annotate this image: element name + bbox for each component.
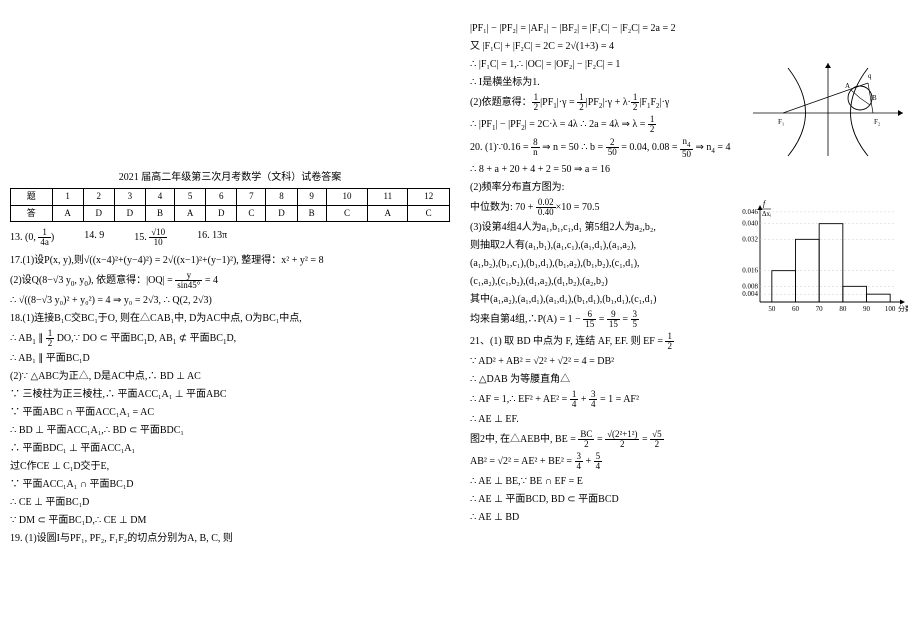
sol-line: 过C作CE ⊥ C₁D交于E,	[10, 459, 450, 474]
sol-line: ∵ AD² + AB² = √2² + √2² = 4 = DB²	[470, 354, 910, 369]
svg-text:50: 50	[768, 305, 776, 313]
svg-text:90: 90	[863, 305, 871, 313]
sol-line: ∴ AF = 1,∴ EF² + AE² = 14 + 34 = 1 = AF²	[470, 390, 910, 409]
ellipse-diagram: F₁ F₂ A B q	[748, 58, 908, 158]
fill-answers: 13. (0, 14a) 14. 9 15. √1010 16. 13π	[10, 228, 450, 247]
sol-line: |PF₁| − |PF₂| = |AF₁| − |BF₂| = |F₁C| − …	[470, 21, 910, 36]
histogram-chart: 0.0040.008 0.016 0.032 0.040 0.046 50 60 70 80 90…	[728, 196, 908, 316]
sol-line: ∵ 平面ABC ∩ 平面ACC₁A₁ = AC	[10, 405, 450, 420]
sol-line: ∴ √((8−√3 y₀)² + y₀²) = 4 ⇒ y₀ = 2√3, ∴ …	[10, 293, 450, 308]
sol-line: (2)设Q(8−√3 y0, y0), 依题意得：|OQ| = ysin45° …	[10, 271, 450, 290]
table-row: 题 1 2 3 4 5 6 7 8 9 10 11 12	[11, 189, 450, 206]
sol-line: ∴ △DAB 为等腰直角△	[470, 372, 910, 387]
sol-line: ∴ BD ⊥ 平面ACC₁A₁,∴ BD ⊂ 平面BDC₁	[10, 423, 450, 438]
svg-text:0.008: 0.008	[742, 282, 758, 290]
sol-line: ∴ AE ⊥ EF.	[470, 412, 910, 427]
header-a: 答	[11, 205, 53, 222]
solutions-left: 17.(1)设P(x, y),则√((x−4)²+(y−4)²) = 2√((x…	[10, 253, 450, 546]
label-f2: F₂	[874, 118, 881, 126]
sol-line: ∴ CE ⊥ 平面BC₁D	[10, 495, 450, 510]
q14: 14. 9	[84, 228, 104, 247]
answer-table: 题 1 2 3 4 5 6 7 8 9 10 11 12 答 A D D B A…	[10, 188, 450, 222]
sol-line: ∴ AB1 ∥ 12 DO,∵ DO ⊂ 平面BC1D, AB1 ⊄ 平面BC1…	[10, 329, 450, 348]
sol-line: ∵ 三棱柱为正三棱柱,∴ 平面ACC₁A₁ ⊥ 平面ABC	[10, 387, 450, 402]
svg-text:70: 70	[816, 305, 824, 313]
svg-text:分数: 分数	[898, 304, 908, 313]
left-page: 2021 届高二年级第三次月考数学（文科）试卷答案 题 1 2 3 4 5 6 …	[0, 0, 460, 637]
svg-text:Δxᵢ: Δxᵢ	[762, 210, 772, 218]
svg-text:0.016: 0.016	[742, 267, 758, 275]
sol-line: (2)∵ △ABC为正△, D是AC中点,∴ BD ⊥ AC	[10, 369, 450, 384]
sol-line: 又 |F₁C| + |F₂C| = 2C = 2√(1+3) = 4	[470, 39, 910, 54]
sol-line: 19. (1)设圆I与PF₁, PF₂, F₁F₂的切点分别为A, B, C, …	[10, 531, 450, 546]
page-title: 2021 届高二年级第三次月考数学（文科）试卷答案	[10, 170, 450, 185]
sol-line: 17.(1)设P(x, y),则√((x−4)²+(y−4)²) = 2√((x…	[10, 253, 450, 268]
sol-line: 18.(1)连接B₁C交BC₁于O, 则在△CAB₁中, D为AC中点, O为B…	[10, 311, 450, 326]
label-q: q	[868, 72, 872, 80]
header-q: 题	[11, 189, 53, 206]
svg-text:80: 80	[839, 305, 847, 313]
svg-text:0.004: 0.004	[742, 290, 758, 298]
svg-text:f: f	[763, 199, 767, 208]
sol-line: ∴ AB₁ ∥ 平面BC₁D	[10, 351, 450, 366]
sol-line: ∴ AE ⊥ BD	[470, 510, 910, 525]
svg-text:0.032: 0.032	[742, 235, 758, 243]
sol-line: (2)频率分布直方图为:	[470, 180, 910, 195]
sol-line: ∵ 平面ACC₁A₁ ∩ 平面BC₁D	[10, 477, 450, 492]
q13: 13. (0, 14a)	[10, 228, 54, 247]
label-b: B	[872, 94, 877, 102]
sol-line: ∴ AE ⊥ BE,∵ BE ∩ EF = E	[470, 474, 910, 489]
sol-line: 21、(1) 取 BD 中点为 F, 连结 AF, EF. 则 EF = 12	[470, 332, 910, 351]
right-page: F₁ F₂ A B q 0.0040.0080.0160.0320.0400.0…	[460, 0, 920, 637]
sol-line: ∴ 平面BDC₁ ⊥ 平面ACC₁A₁	[10, 441, 450, 456]
sol-line: 图2中, 在△AEB中, BE = BC2 = √(2²+1²)2 = √52	[470, 430, 910, 449]
table-row: 答 A D D B A D C D B C A C	[11, 205, 450, 222]
svg-text:60: 60	[792, 305, 800, 313]
sol-line: ∴ AE ⊥ 平面BCD, BD ⊂ 平面BCD	[470, 492, 910, 507]
label-f1: F₁	[778, 118, 784, 126]
sol-line: ∵ DM ⊂ 平面BC₁D,∴ CE ⊥ DM	[10, 513, 450, 528]
svg-text:100: 100	[885, 305, 896, 313]
sol-line: AB² = √2² = AE² + BE² = 34 + 54	[470, 452, 910, 471]
sol-line: ∴ 8 + a + 20 + 4 + 2 = 50 ⇒ a = 16	[470, 162, 910, 177]
label-a: A	[845, 82, 850, 90]
q15: 15. √1010	[134, 228, 167, 247]
svg-text:0.040: 0.040	[742, 220, 758, 228]
q16: 16. 13π	[197, 228, 227, 247]
svg-text:0.046: 0.046	[742, 208, 758, 216]
